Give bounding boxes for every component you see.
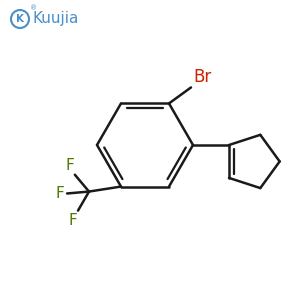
Text: K: K bbox=[16, 14, 24, 24]
Text: F: F bbox=[65, 158, 74, 173]
Text: F: F bbox=[55, 186, 64, 201]
Text: Kuujia: Kuujia bbox=[33, 11, 80, 26]
Text: Br: Br bbox=[193, 68, 211, 86]
Text: ®: ® bbox=[30, 5, 37, 11]
Text: F: F bbox=[68, 213, 77, 228]
